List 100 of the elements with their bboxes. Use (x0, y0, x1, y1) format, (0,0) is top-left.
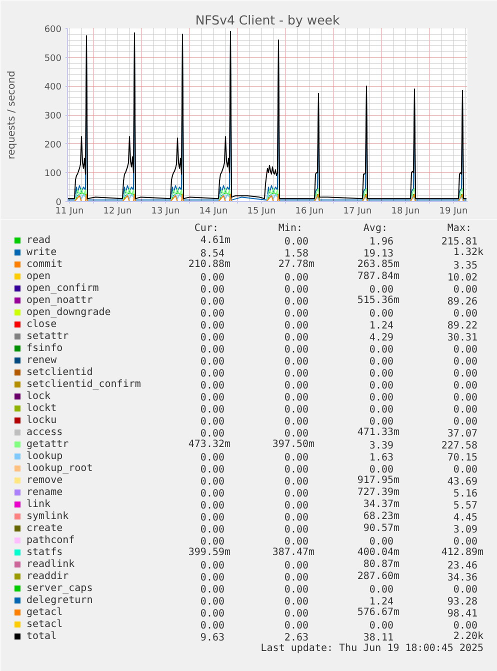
x-tick-label: 17 Jun (343, 206, 372, 216)
text: 0.00 (200, 392, 225, 404)
legend-label: lookup_root (26, 463, 93, 474)
text: 0.00 (453, 368, 478, 380)
text: 0.00 (284, 620, 309, 632)
text: 0.00 (200, 356, 225, 368)
text: 0.00 (200, 572, 225, 584)
text: 27.78m (278, 259, 315, 270)
text: 0.00 (284, 284, 309, 296)
text: 0.00 (200, 536, 225, 548)
text: 0.00 (453, 344, 478, 356)
text: Last update: Thu Jun 19 18:00:45 2025 (260, 643, 484, 654)
text: 0.00 (284, 308, 309, 320)
text: 397.50m (272, 439, 315, 450)
x-tick-label: 15 Jun (247, 206, 276, 216)
text: 23.46 (447, 560, 478, 572)
text: 917.95m (357, 475, 400, 486)
text: 515.36m (357, 295, 400, 306)
text: 0.00 (453, 308, 478, 320)
text: 473.32m (188, 439, 231, 450)
text: 70.15 (447, 452, 478, 464)
chart-title: NFSv4 Client - by week (195, 12, 340, 28)
text: 0.00 (453, 464, 478, 476)
text: 0.00 (200, 272, 225, 284)
text: 98.41 (447, 608, 478, 620)
text: 0.00 (284, 320, 309, 332)
text: 471.33m (357, 427, 400, 438)
text: 30.31 (447, 332, 478, 344)
text: 4.45 (453, 512, 478, 524)
legend-label: setacl (26, 619, 63, 630)
text: 80.87m (363, 559, 400, 570)
legend-label: close (26, 319, 57, 330)
text: 0.00 (369, 404, 394, 416)
text: 0.00 (200, 296, 225, 308)
legend-label: locku (26, 415, 57, 426)
text: 0.00 (284, 392, 309, 404)
text: 68.23m (363, 511, 400, 522)
text: 8.54 (200, 248, 225, 260)
y-tick-label: 600 (44, 25, 62, 35)
text: 0.00 (284, 272, 309, 284)
text: 0.00 (369, 344, 394, 356)
x-tick-label: 18 Jun (391, 206, 420, 216)
text: 0.00 (369, 380, 394, 392)
text: 227.58 (441, 440, 478, 452)
legend-label: renew (26, 355, 58, 366)
text: 0.00 (200, 560, 225, 572)
text: 0.00 (200, 344, 225, 356)
text: 0.00 (453, 356, 478, 368)
text: 0.00 (284, 560, 309, 572)
text: 0.00 (200, 476, 225, 488)
legend-label: delegreturn (26, 595, 93, 606)
text: 0.00 (284, 596, 309, 608)
y-tick-label: 0 (56, 198, 62, 208)
text: 0.00 (200, 308, 225, 320)
text: 1.24 (369, 320, 394, 332)
legend-label: read (26, 235, 51, 246)
legend-label: total (26, 631, 57, 642)
legend-label: setclientid (26, 367, 93, 378)
legend-label: lookup (26, 451, 63, 462)
legend-label: statfs (26, 547, 63, 558)
text: Min: (278, 223, 302, 234)
y-tick-label: 300 (44, 112, 62, 122)
legend-label: pathconf (26, 535, 75, 546)
text: 0.00 (200, 404, 225, 416)
x-tick-label: 11 Jun (55, 206, 84, 216)
text: 0.00 (200, 332, 225, 344)
text: 0.00 (284, 500, 309, 512)
text: 0.00 (284, 572, 309, 584)
legend-label: access (26, 427, 63, 438)
text: 1.58 (284, 248, 309, 260)
text: 3.09 (453, 524, 478, 536)
text: 576.67m (357, 607, 400, 618)
y-tick-label: 100 (44, 169, 62, 180)
text: 0.00 (284, 296, 309, 308)
text: 0.00 (200, 368, 225, 380)
text: 0.00 (284, 524, 309, 536)
text: 0.00 (284, 404, 309, 416)
text: 0.00 (284, 416, 309, 428)
text: 0.00 (200, 488, 225, 500)
text: 0.00 (284, 356, 309, 368)
y-axis-title: requests / second (6, 70, 18, 160)
text: 0.00 (284, 380, 309, 392)
text: 1.32k (453, 247, 484, 258)
text: 43.69 (447, 476, 478, 488)
text: 0.00 (284, 464, 309, 476)
text: Avg: (363, 223, 388, 234)
text: 1.96 (369, 236, 394, 248)
text: 0.00 (284, 452, 309, 464)
y-tick-label: 200 (44, 140, 62, 150)
text: 34.37m (363, 499, 400, 510)
text: 0.00 (284, 428, 309, 440)
text: 0.00 (284, 488, 309, 500)
text: 0.00 (200, 608, 225, 620)
text: 0.00 (200, 524, 225, 536)
text: 0.00 (284, 344, 309, 356)
text: 2.63 (284, 632, 309, 644)
text: 0.00 (200, 620, 225, 632)
text: 399.59m (188, 547, 231, 558)
text: 0.00 (284, 368, 309, 380)
text: 3.39 (369, 440, 394, 452)
